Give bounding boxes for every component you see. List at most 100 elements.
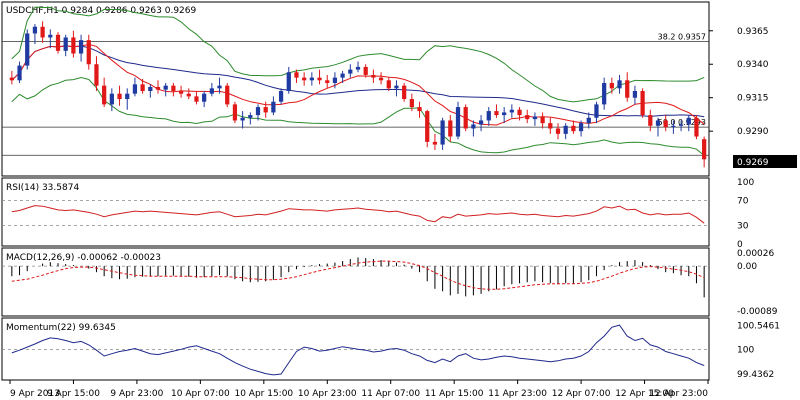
candle-body <box>332 77 338 83</box>
candle-body <box>171 85 176 92</box>
candle-body <box>386 80 391 89</box>
candle-body <box>355 66 361 70</box>
momentum-title: Momentum(22) 99.6345 <box>6 323 116 333</box>
momentum-tick-label: 99.4362 <box>737 370 774 380</box>
candle-body <box>178 91 184 94</box>
momentum-tick-label: 100.5461 <box>737 321 780 331</box>
candle-body <box>640 91 645 116</box>
rsi-tick-label: 100 <box>737 178 754 188</box>
candle-body <box>671 125 676 128</box>
candle-body <box>540 116 545 124</box>
fib-level-label: 50.0 0.9293 <box>658 118 706 127</box>
candle-body <box>232 104 238 121</box>
rsi-series-line <box>11 205 705 224</box>
candle-body <box>563 125 568 134</box>
x-tick-label: 11 Apr 07:00 <box>361 389 420 399</box>
candle-body <box>609 82 614 89</box>
price-tick-label: 0.9365 <box>737 27 769 37</box>
candle-body <box>448 120 453 137</box>
x-tick-label: 12 Apr 15:00 <box>615 389 674 399</box>
macd-panel-frame <box>1 247 710 317</box>
candle-body <box>317 77 322 81</box>
candle-body <box>571 125 576 132</box>
candle-body <box>286 72 291 92</box>
candle-body <box>102 85 107 105</box>
candle-body <box>309 77 314 81</box>
last-price-label: 0.9269 <box>737 158 769 168</box>
fib-level-label: 38.2 0.9357 <box>658 32 706 41</box>
macd-tick-label: 0.00026 <box>737 249 774 259</box>
rsi-tick-label: 70 <box>737 197 749 207</box>
candle-body <box>325 80 330 83</box>
candle-body <box>40 26 45 38</box>
macd-tick-label: 0.00 <box>737 262 757 272</box>
candle-body <box>617 80 622 89</box>
candle-body <box>417 107 422 112</box>
last-price-box <box>733 155 797 168</box>
candle-body <box>132 84 138 94</box>
macd-title: MACD(12,26,9) -0.00062 -0.00023 <box>6 253 161 263</box>
bollinger-bands <box>11 6 705 156</box>
x-tick-label: 9 Apr 23:00 <box>110 389 163 399</box>
candle-body <box>394 85 399 89</box>
macd-signal-line <box>11 260 705 290</box>
candle-body <box>294 72 299 78</box>
rsi-title: RSI(14) 33.5874 <box>6 183 79 193</box>
x-tick-label: 9 Apr 15:00 <box>47 389 100 399</box>
candle-body <box>548 123 553 129</box>
candle-body <box>440 120 445 145</box>
candle-body <box>278 91 284 102</box>
candle-body <box>302 77 307 81</box>
x-tick-label: 12 Apr 23:00 <box>649 389 708 399</box>
fib-levels: 38.2 0.9357 50.0 0.9293 <box>2 32 709 156</box>
candle-body <box>409 99 414 108</box>
candle-body <box>478 120 484 125</box>
candle-body <box>463 107 468 129</box>
candle-body <box>455 107 461 137</box>
x-tick-label: 10 Apr 07:00 <box>171 389 230 399</box>
candle-body <box>17 65 22 81</box>
candle-body <box>55 34 61 51</box>
macd-y-axis: 0.00026 0.00 -0.00089 <box>737 249 778 317</box>
candle-body <box>594 104 599 118</box>
candlesticks <box>9 21 707 168</box>
candle-body <box>263 107 268 113</box>
candle-body <box>694 117 699 137</box>
candle-body <box>25 33 30 66</box>
candle-body <box>625 80 630 98</box>
candle-body <box>494 111 499 116</box>
rsi-panel: RSI(14) 33.5874 100 70 30 0 <box>1 177 754 250</box>
candle-body <box>602 82 607 105</box>
bollinger-upper <box>11 6 705 103</box>
candle-body <box>586 117 591 124</box>
rsi-tick-label: 30 <box>737 221 749 231</box>
candle-body <box>532 116 538 120</box>
candle-body <box>648 115 653 126</box>
candle-body <box>209 88 214 94</box>
candle-body <box>32 26 38 34</box>
candle-body <box>378 77 384 81</box>
candle-body <box>225 85 230 105</box>
candle-body <box>117 93 122 100</box>
candle-body <box>486 111 491 121</box>
candle-body <box>525 115 530 120</box>
last-price-marker: 0.9269 <box>733 155 797 168</box>
momentum-y-axis: 100.5461 100 99.4362 <box>737 321 780 380</box>
rsi-y-axis: 100 70 30 0 <box>737 178 754 250</box>
candle-body <box>186 93 191 97</box>
candle-body <box>425 111 430 142</box>
momentum-panel: Momentum(22) 99.6345 100.5461 100 99.4362 <box>1 317 780 381</box>
candle-body <box>125 93 130 100</box>
candle-body <box>140 84 145 92</box>
candle-body <box>109 93 114 105</box>
candle-body <box>9 77 14 81</box>
candle-body <box>371 74 376 78</box>
price-y-axis: 0.9365 0.9340 0.9315 0.9290 <box>709 27 769 137</box>
candle-body <box>509 109 514 113</box>
price-tick-label: 0.9340 <box>737 60 769 70</box>
candle-body <box>678 124 684 126</box>
candle-body <box>340 73 345 78</box>
candle-body <box>432 141 438 145</box>
candle-body <box>78 40 84 54</box>
